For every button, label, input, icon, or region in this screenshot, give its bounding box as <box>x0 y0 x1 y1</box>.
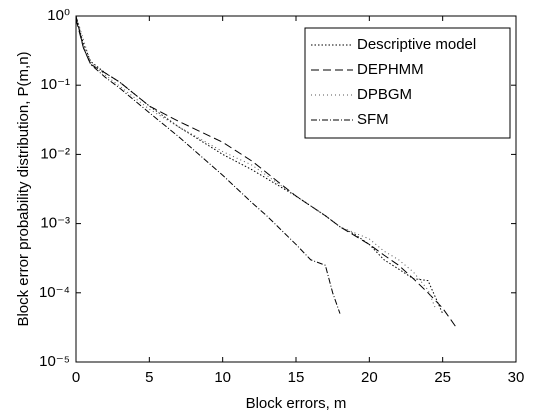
x-tick-label: 25 <box>434 369 451 386</box>
y-tick-label: 10⁻⁵ <box>39 353 70 370</box>
x-tick-label: 15 <box>288 369 305 386</box>
x-tick-label: 10 <box>214 369 231 386</box>
series-line <box>75 15 341 314</box>
x-tick-label: 20 <box>361 369 378 386</box>
y-tick-label: 10⁻² <box>40 145 70 162</box>
legend-label: DPBGM <box>357 86 412 103</box>
x-axis-label: Block errors, m <box>246 395 347 412</box>
y-tick-label: 10⁻¹ <box>40 76 70 93</box>
x-tick-label: 30 <box>508 369 525 386</box>
legend-box <box>304 27 511 139</box>
x-tick-label: 0 <box>72 369 80 386</box>
series-line <box>75 19 458 330</box>
legend-label: DEPHMM <box>357 61 424 78</box>
y-tick-label: 10⁰ <box>47 7 70 24</box>
y-tick-label: 10⁻³ <box>40 215 70 232</box>
legend-label: SFM <box>357 111 389 128</box>
series-line <box>75 15 436 309</box>
y-tick-label: 10⁻⁴ <box>39 284 70 301</box>
y-axis-label: Block error probability distribution, P(… <box>15 51 32 326</box>
x-tick-label: 5 <box>145 369 153 386</box>
legend-label: Descriptive model <box>357 36 476 53</box>
